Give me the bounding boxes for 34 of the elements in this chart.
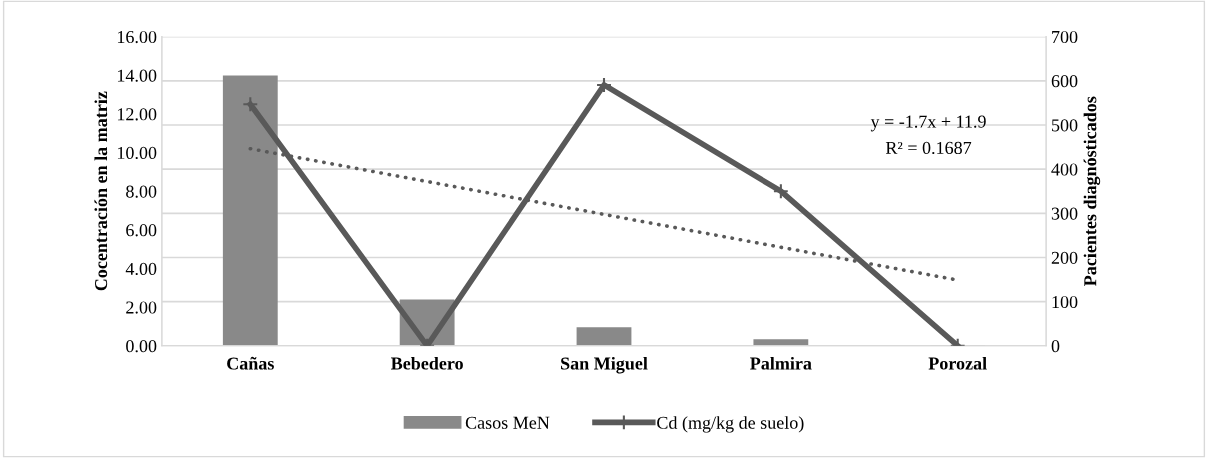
y2-tick-label: 400	[1051, 163, 1078, 176]
bar	[753, 339, 809, 346]
y-tick-label: 12.00	[117, 108, 157, 121]
x-tick-label: Bebedero	[391, 356, 463, 370]
y2-tick-label: 600	[1051, 75, 1078, 88]
point	[242, 96, 259, 113]
y2-tick-label: 200	[1051, 251, 1078, 264]
point	[772, 183, 789, 200]
y2-tick-label: 700	[1052, 30, 1078, 44]
y2-tick-label: 300	[1051, 207, 1078, 220]
y2-tick-label: 500	[1052, 119, 1078, 132]
y-tick-label: 4.00	[125, 262, 157, 276]
x-tick-label: Porozal	[928, 356, 987, 370]
y-tick-label: 16.00	[117, 30, 157, 44]
x-tick-label: Palmira	[750, 356, 812, 370]
y2-axis-title: Pacientes diagnósticados	[1083, 96, 1101, 286]
bar	[576, 327, 632, 346]
x-tick-label: San Miguel	[561, 356, 648, 374]
point	[596, 76, 612, 93]
y-tick-label: 0.00	[126, 340, 157, 353]
bar	[222, 75, 278, 346]
y-tick-label: 10.00	[117, 146, 157, 160]
y2-tick-label: 100	[1052, 295, 1078, 309]
annotation: y = -1.7x + 11.9	[870, 115, 986, 132]
annotation: R² = 0.1687	[885, 141, 972, 155]
y-tick-label: 2.00	[126, 301, 157, 314]
y2-tick-label: 0	[1051, 340, 1060, 353]
legend-label: Cd (mg/kg de suelo)	[657, 416, 804, 433]
y-axis-title: Cocentración en la matriz	[94, 91, 108, 291]
legend-label: Casos MeN	[465, 416, 550, 429]
x-tick-label: Cañas	[227, 356, 274, 370]
y-tick-label: 8.00	[126, 185, 157, 198]
y-tick-label: 14.00	[117, 69, 157, 82]
y-tick-label: 6.00	[126, 224, 157, 237]
